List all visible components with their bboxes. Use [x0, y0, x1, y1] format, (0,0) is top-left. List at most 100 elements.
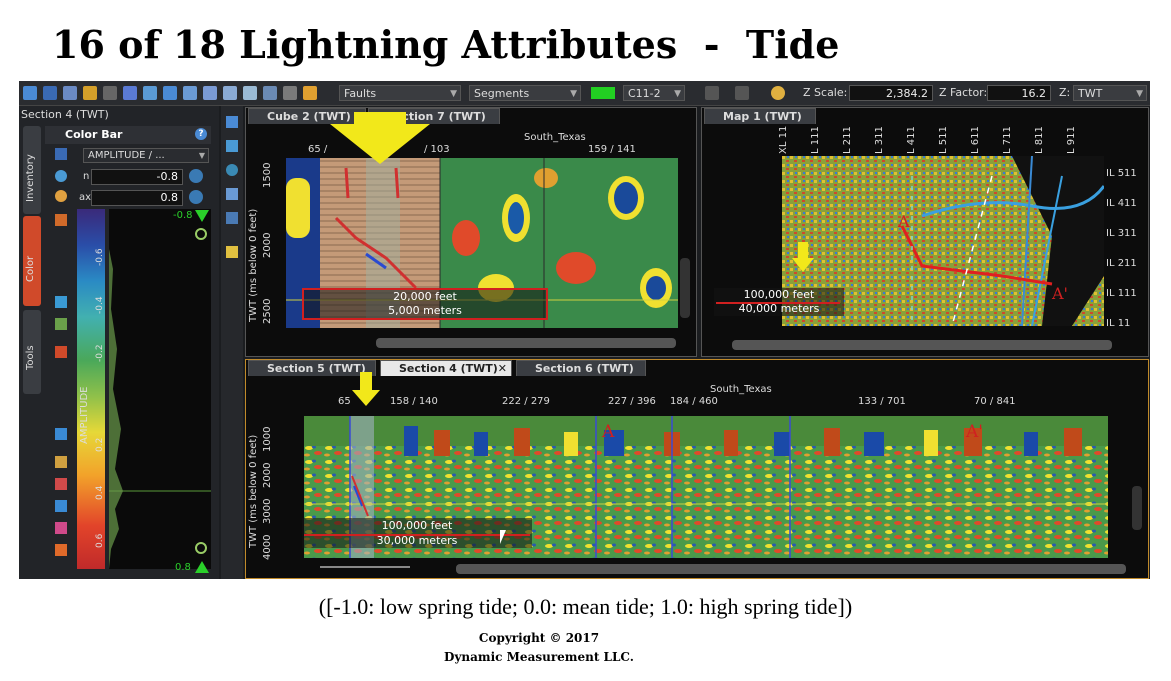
- new-icon[interactable]: [23, 86, 37, 100]
- horizon-dropdown[interactable]: C11-2 ▼: [623, 85, 685, 101]
- view-tool-icon[interactable]: [226, 164, 238, 176]
- close-icon[interactable]: ✕: [497, 362, 507, 375]
- survey-label: South_Texas: [524, 132, 586, 143]
- zoom-out-icon[interactable]: [195, 542, 207, 554]
- yaxis-title: TWT (ms below 0 feet): [248, 208, 259, 322]
- map-label-a-prime: A': [1052, 284, 1068, 303]
- xline-label: XL 11: [778, 125, 789, 154]
- horizon-color-swatch[interactable]: [591, 87, 615, 99]
- iline-label: IL 511: [1106, 168, 1137, 179]
- tab-color[interactable]: Color: [23, 216, 41, 306]
- chat-icon[interactable]: [223, 86, 237, 100]
- color-bar[interactable]: [77, 209, 105, 569]
- map-scale-line: [716, 302, 840, 304]
- tab-section-6[interactable]: Section 6 (TWT): [516, 360, 646, 376]
- zoom-slider[interactable]: [320, 566, 410, 568]
- layers-icon[interactable]: [83, 86, 97, 100]
- section-scale-bar: 100,000 feet 30,000 meters: [302, 518, 532, 548]
- open-icon[interactable]: [63, 86, 77, 100]
- undo-icon[interactable]: [705, 86, 719, 100]
- tab-tools[interactable]: Tools: [23, 310, 41, 394]
- fill2-icon[interactable]: [55, 500, 67, 512]
- refresh-max-icon[interactable]: [189, 190, 203, 204]
- view-tool-icon[interactable]: [226, 140, 238, 152]
- yellow-arrow-shaft: [354, 112, 406, 126]
- view-tool-icon[interactable]: [226, 116, 238, 128]
- section-vertical-scrollbar[interactable]: [1132, 486, 1142, 530]
- max-label: ax: [79, 192, 92, 203]
- tick-label: -0.6: [95, 248, 105, 266]
- faults-dropdown[interactable]: Faults ▼: [339, 85, 461, 101]
- section-ytick-label: 1000: [262, 426, 273, 452]
- tab-section-4[interactable]: Section 4 (TWT) ✕: [380, 360, 512, 376]
- help-icon[interactable]: ?: [195, 128, 207, 140]
- section-yaxis-title: TWT (ms below 0 feet): [248, 434, 259, 548]
- refresh-min-icon[interactable]: [189, 169, 203, 183]
- rotate-icon[interactable]: [55, 170, 67, 182]
- tool-icon[interactable]: [143, 86, 157, 100]
- fill4-icon[interactable]: [55, 544, 67, 556]
- flip-icon[interactable]: [55, 296, 67, 308]
- crosshair-icon[interactable]: [263, 86, 277, 100]
- redo-icon[interactable]: [735, 86, 749, 100]
- globe-icon[interactable]: [771, 86, 785, 100]
- company-name: Dynamic Measurement LLC.: [444, 650, 634, 664]
- image-icon[interactable]: [55, 318, 67, 330]
- attribute-label: AMPLITUDE / ...: [88, 150, 165, 161]
- scale-bar: 20,000 feet 5,000 meters: [302, 288, 548, 320]
- zoom-in-icon[interactable]: [195, 228, 207, 240]
- tab-cube-2[interactable]: Cube 2 (TWT): [248, 108, 366, 124]
- zscale-field[interactable]: 2,384.2: [849, 85, 933, 101]
- segments-dropdown[interactable]: Segments ▼: [469, 85, 581, 101]
- pick-icon[interactable]: [123, 86, 137, 100]
- save-icon[interactable]: [43, 86, 57, 100]
- stretch-icon[interactable]: [55, 428, 67, 440]
- fill3-icon[interactable]: [55, 522, 67, 534]
- vertical-scrollbar[interactable]: [680, 258, 690, 318]
- max-value-field[interactable]: 0.8: [91, 190, 183, 206]
- tick-label: 0.4: [95, 485, 105, 500]
- chevron-down-icon: ▼: [450, 89, 457, 99]
- page-title: 16 of 18 Lightning Attributes - Tide: [52, 22, 840, 67]
- zfactor-field[interactable]: 16.2: [987, 85, 1051, 101]
- bottom-marker-triangle[interactable]: [195, 561, 209, 573]
- z-domain-dropdown[interactable]: TWT ▼: [1073, 85, 1147, 101]
- view-tool-icon[interactable]: [226, 212, 238, 224]
- horizontal-scrollbar[interactable]: [376, 338, 676, 348]
- view-tool-icon[interactable]: [226, 246, 238, 258]
- gradient-icon[interactable]: [55, 214, 67, 226]
- tab-map-1[interactable]: Map 1 (TWT): [704, 108, 816, 124]
- section-horizontal-scrollbar[interactable]: [456, 564, 1126, 574]
- align-icon[interactable]: [163, 86, 177, 100]
- move-icon[interactable]: [183, 86, 197, 100]
- section-view: Section 5 (TWT) Section 4 (TWT) ✕ Sectio…: [245, 359, 1149, 579]
- section-xaxis-label: 227 / 396: [608, 396, 656, 407]
- lock-icon[interactable]: [103, 86, 117, 100]
- pattern-icon[interactable]: [55, 456, 67, 468]
- section-ytick-label: 2000: [262, 462, 273, 488]
- mouse-cursor-icon: [500, 530, 506, 544]
- xline-label: L 511: [938, 126, 949, 154]
- pointer-icon[interactable]: [55, 346, 67, 358]
- tab-inventory[interactable]: Inventory: [23, 126, 41, 214]
- map-horizontal-scrollbar[interactable]: [732, 340, 1112, 350]
- section-xaxis-label: 158 / 140: [390, 396, 438, 407]
- xline-label: L 311: [874, 126, 885, 154]
- xline-label: L 211: [842, 126, 853, 154]
- section-tide-attribute: [304, 416, 1108, 558]
- grid-icon[interactable]: [203, 86, 217, 100]
- fill-icon[interactable]: [55, 478, 67, 490]
- tab-section-7-label: Section 7 (TWT): [387, 110, 486, 123]
- message-icon[interactable]: [243, 86, 257, 100]
- min-value-field[interactable]: -0.8: [91, 169, 183, 185]
- palette-icon[interactable]: [55, 148, 67, 160]
- zscale-label: Z Scale:: [803, 86, 848, 99]
- top-marker-triangle[interactable]: [195, 210, 209, 222]
- tab-section-5[interactable]: Section 5 (TWT): [248, 360, 376, 376]
- pie-icon[interactable]: [55, 190, 67, 202]
- pencil-icon[interactable]: [303, 86, 317, 100]
- attribute-dropdown[interactable]: AMPLITUDE / ... ▼: [83, 148, 209, 163]
- view-tool-icon[interactable]: [226, 188, 238, 200]
- list-icon[interactable]: [283, 86, 297, 100]
- section-seismic-image[interactable]: [304, 416, 1108, 558]
